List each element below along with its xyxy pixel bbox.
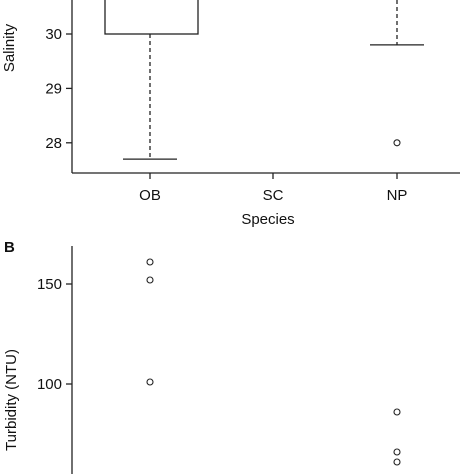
panel-a-xlabel: Species	[241, 211, 294, 228]
panel-a-x-tick-label: NP	[387, 187, 408, 204]
outlier-np	[393, 139, 401, 147]
point-np	[393, 448, 401, 456]
point-ob	[146, 378, 154, 386]
panel-a-y-tick-label: 29	[45, 80, 62, 97]
point-ob	[146, 258, 154, 266]
panel-a-x-tick-label: SC	[263, 187, 284, 204]
turbidity-panel: B Turbidity (NTU) 100 150	[3, 239, 401, 474]
panel-a-y-tick-label: 28	[45, 135, 62, 152]
panel-b-y-tick-label: 150	[37, 276, 62, 293]
point-np	[393, 458, 401, 466]
point-ob	[146, 276, 154, 284]
panel-b-plot: 100 150	[37, 246, 401, 474]
panel-a-y-tick-label: 30	[45, 26, 62, 43]
panel-a-x-tick-label: OB	[139, 187, 161, 204]
panel-a-ylabel: Salinity	[1, 23, 18, 72]
panel-b-label: B	[4, 239, 15, 256]
point-np	[393, 408, 401, 416]
panel-a-plot: 28 29 30 OB SC NP	[45, 0, 460, 204]
panel-b-ylabel: Turbidity (NTU)	[3, 349, 20, 451]
salinity-panel: Salinity Species 28 29 30 OB SC NP	[1, 0, 460, 228]
box-ob	[104, 0, 199, 35]
panel-b-y-tick-label: 100	[37, 376, 62, 393]
